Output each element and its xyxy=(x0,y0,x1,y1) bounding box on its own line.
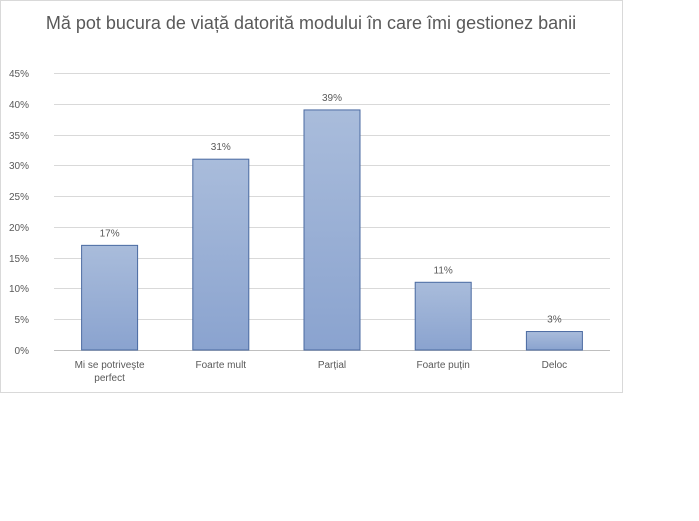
data-label: 17% xyxy=(100,228,120,239)
data-label: 11% xyxy=(434,265,453,276)
y-axis-tick-labels: 0% 5% 10% 15% 20% 25% 30% 35% 40% 45% xyxy=(9,69,29,357)
data-label: 3% xyxy=(547,315,562,326)
y-tick-label: 20% xyxy=(9,223,29,234)
bar xyxy=(192,158,250,351)
bar xyxy=(303,109,361,351)
category-label: Parțial xyxy=(318,360,346,371)
y-tick-label: 10% xyxy=(9,284,29,295)
bars xyxy=(81,109,583,351)
data-labels: 17% 31% 39% 11% 3% xyxy=(100,93,562,326)
y-tick-label: 5% xyxy=(15,315,30,326)
bar xyxy=(414,281,472,351)
category-label: Foarte mult xyxy=(196,360,247,371)
y-tick-label: 15% xyxy=(9,254,29,265)
category-label: perfect xyxy=(94,373,125,384)
bar xyxy=(525,331,583,351)
y-tick-label: 40% xyxy=(9,100,29,111)
chart-title: Mă pot bucura de viață datorită modului … xyxy=(45,13,577,33)
y-tick-label: 30% xyxy=(9,161,29,172)
data-label: 31% xyxy=(211,142,231,153)
category-label: Deloc xyxy=(542,360,568,371)
data-label: 39% xyxy=(322,93,342,104)
y-tick-label: 35% xyxy=(9,131,29,142)
y-tick-label: 0% xyxy=(15,346,30,357)
y-tick-label: 45% xyxy=(9,69,29,80)
chart-frame: Mă pot bucura de viață datorită modului … xyxy=(0,0,623,393)
category-labels: Mi se potriveşte perfect Foarte mult Parția… xyxy=(75,360,568,384)
bar-chart: 0% 5% 10% 15% 20% 25% 30% 35% 40% 45% 17% 31% 39% 11… xyxy=(9,69,610,384)
category-label: Mi se potriveşte xyxy=(75,360,145,371)
bar xyxy=(81,244,139,351)
y-tick-label: 25% xyxy=(9,192,29,203)
category-label: Foarte puțin xyxy=(417,360,470,371)
